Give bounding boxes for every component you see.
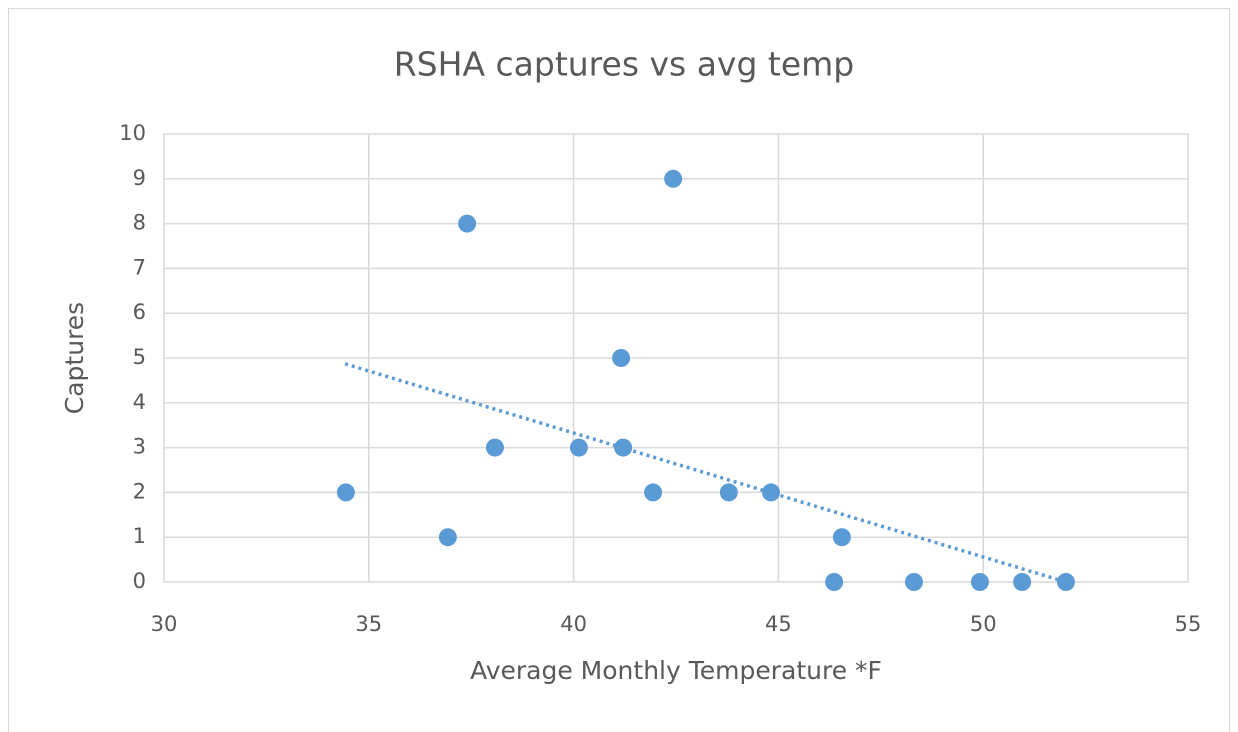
y-tick-label: 4 xyxy=(133,390,146,414)
data-point xyxy=(336,483,355,502)
y-axis-label: Captures xyxy=(60,302,89,414)
y-tick-label: 6 xyxy=(133,300,146,324)
x-tick-label: 30 xyxy=(151,612,178,636)
x-axis-label: Average Monthly Temperature *F xyxy=(470,656,882,685)
data-point xyxy=(1013,573,1032,591)
data-point xyxy=(612,349,631,367)
y-tick-label: 8 xyxy=(133,211,146,235)
data-point xyxy=(458,214,477,233)
x-tick-label: 40 xyxy=(560,612,587,636)
data-point xyxy=(832,528,851,547)
y-tick-label: 1 xyxy=(133,524,146,548)
chart-border xyxy=(8,8,1230,732)
data-point xyxy=(644,483,663,502)
data-point xyxy=(438,528,457,547)
x-tick-label: 50 xyxy=(970,612,997,636)
data-point xyxy=(485,438,504,457)
y-tick-label: 2 xyxy=(133,479,146,503)
y-tick-label: 3 xyxy=(133,435,146,459)
y-tick-label: 7 xyxy=(133,255,146,279)
y-tick-label: 10 xyxy=(119,121,146,145)
data-point xyxy=(719,483,738,502)
y-tick-label: 0 xyxy=(133,569,146,593)
data-point xyxy=(1056,573,1075,591)
data-point xyxy=(970,573,989,591)
y-tick-label: 9 xyxy=(133,166,146,190)
x-tick-label: 55 xyxy=(1175,612,1202,636)
data-point xyxy=(904,573,923,591)
data-point xyxy=(762,483,781,502)
x-tick-label: 45 xyxy=(765,612,792,636)
x-tick-label: 35 xyxy=(355,612,382,636)
chart-title: RSHA captures vs avg temp xyxy=(394,45,855,84)
data-point xyxy=(664,169,683,188)
data-point xyxy=(825,573,844,591)
data-point xyxy=(614,438,633,457)
data-point xyxy=(569,438,588,457)
y-tick-label: 5 xyxy=(133,345,146,369)
